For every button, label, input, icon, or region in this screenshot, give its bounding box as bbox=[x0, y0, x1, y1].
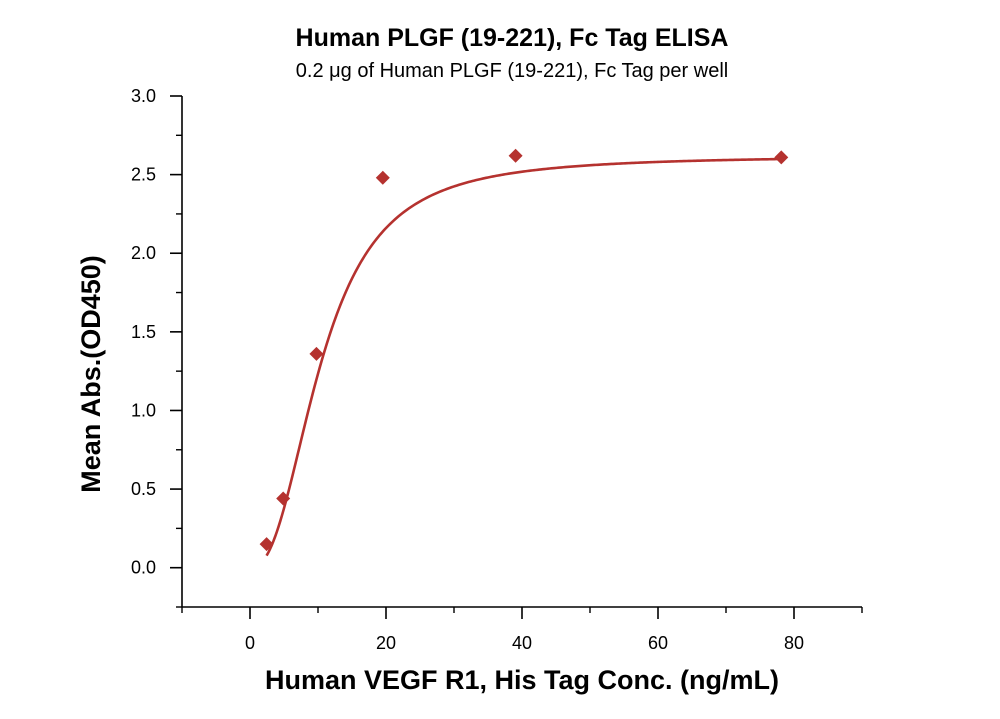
data-point bbox=[508, 148, 523, 163]
plot-area: 0.0 0.5 1.0 1.5 2.0 2.5 3.0 0 20 40 60 80 bbox=[131, 86, 863, 653]
y-tick-label: 0.0 bbox=[131, 558, 156, 578]
y-axis-label: Mean Abs.(OD450) bbox=[76, 255, 106, 493]
fit-curve bbox=[265, 157, 782, 557]
x-tick-label: 0 bbox=[245, 633, 255, 653]
x-tick-label: 20 bbox=[376, 633, 396, 653]
y-tick-label: 0.5 bbox=[131, 479, 156, 499]
y-tick-label: 2.5 bbox=[131, 165, 156, 185]
data-point bbox=[259, 537, 274, 552]
y-tick-label: 2.0 bbox=[131, 243, 156, 263]
x-tick-label: 40 bbox=[512, 633, 532, 653]
y-tick-label: 1.5 bbox=[131, 322, 156, 342]
data-point bbox=[774, 150, 789, 165]
chart-subtitle: 0.2 μg of Human PLGF (19-221), Fc Tag pe… bbox=[296, 60, 728, 82]
y-tick-label: 3.0 bbox=[131, 86, 156, 106]
x-axis-label: Human VEGF R1, His Tag Conc. (ng/mL) bbox=[265, 665, 779, 695]
data-point bbox=[276, 491, 291, 506]
y-tick-label: 1.0 bbox=[131, 400, 156, 420]
data-point bbox=[309, 346, 324, 361]
data-point bbox=[375, 170, 390, 185]
x-tick-label: 80 bbox=[784, 633, 804, 653]
x-tick-label: 60 bbox=[648, 633, 668, 653]
chart-title: Human PLGF (19-221), Fc Tag ELISA bbox=[296, 24, 729, 52]
